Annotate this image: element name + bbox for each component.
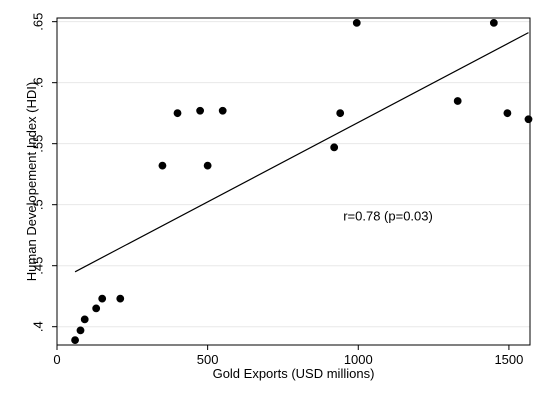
data-point-10 xyxy=(218,106,227,115)
data-point-8 xyxy=(196,106,205,115)
data-point-3 xyxy=(92,304,101,313)
x-tick-label: 500 xyxy=(197,352,219,367)
y-tick-label: .55 xyxy=(30,135,45,153)
data-point-11 xyxy=(330,143,339,152)
x-tick-label: 1000 xyxy=(344,352,373,367)
data-point-6 xyxy=(158,161,167,170)
x-axis-title: Gold Exports (USD millions) xyxy=(213,366,375,381)
data-point-14 xyxy=(453,97,462,105)
axes-layer xyxy=(56,17,531,346)
x-tick-label: 1500 xyxy=(494,352,523,367)
data-point-12 xyxy=(336,109,345,118)
x-tick-label: 0 xyxy=(53,352,60,367)
y-axis-title: Human Developement Index (HDI) xyxy=(24,82,39,281)
data-point-9 xyxy=(203,161,212,170)
data-point-16 xyxy=(503,109,512,118)
data-point-0 xyxy=(71,336,79,345)
label-layer: Gold Exports (USD millions) Human Develo… xyxy=(24,82,433,381)
data-point-15 xyxy=(489,18,498,27)
data-point-17 xyxy=(524,115,533,124)
ticks-layer: .4 .45 .5 .55 .6 .65 0 500 1000 1500 xyxy=(30,13,523,367)
data-point-7 xyxy=(173,109,182,118)
data-point-2 xyxy=(80,315,89,324)
fit-line xyxy=(74,32,529,273)
data-point-1 xyxy=(76,326,85,335)
y-tick-label: .4 xyxy=(30,321,45,332)
data-point-13 xyxy=(352,18,361,27)
y-tick-label: .65 xyxy=(30,13,45,31)
data-point-4 xyxy=(98,294,107,303)
y-tick-label: .6 xyxy=(30,77,45,88)
correlation-annotation: r=0.78 (p=0.03) xyxy=(343,209,433,224)
y-tick-label: .5 xyxy=(30,199,45,210)
grid-layer xyxy=(57,21,530,328)
plot-frame xyxy=(56,17,531,346)
data-point-5 xyxy=(116,294,125,303)
data-layer xyxy=(71,18,533,345)
y-tick-label: .45 xyxy=(30,257,45,275)
